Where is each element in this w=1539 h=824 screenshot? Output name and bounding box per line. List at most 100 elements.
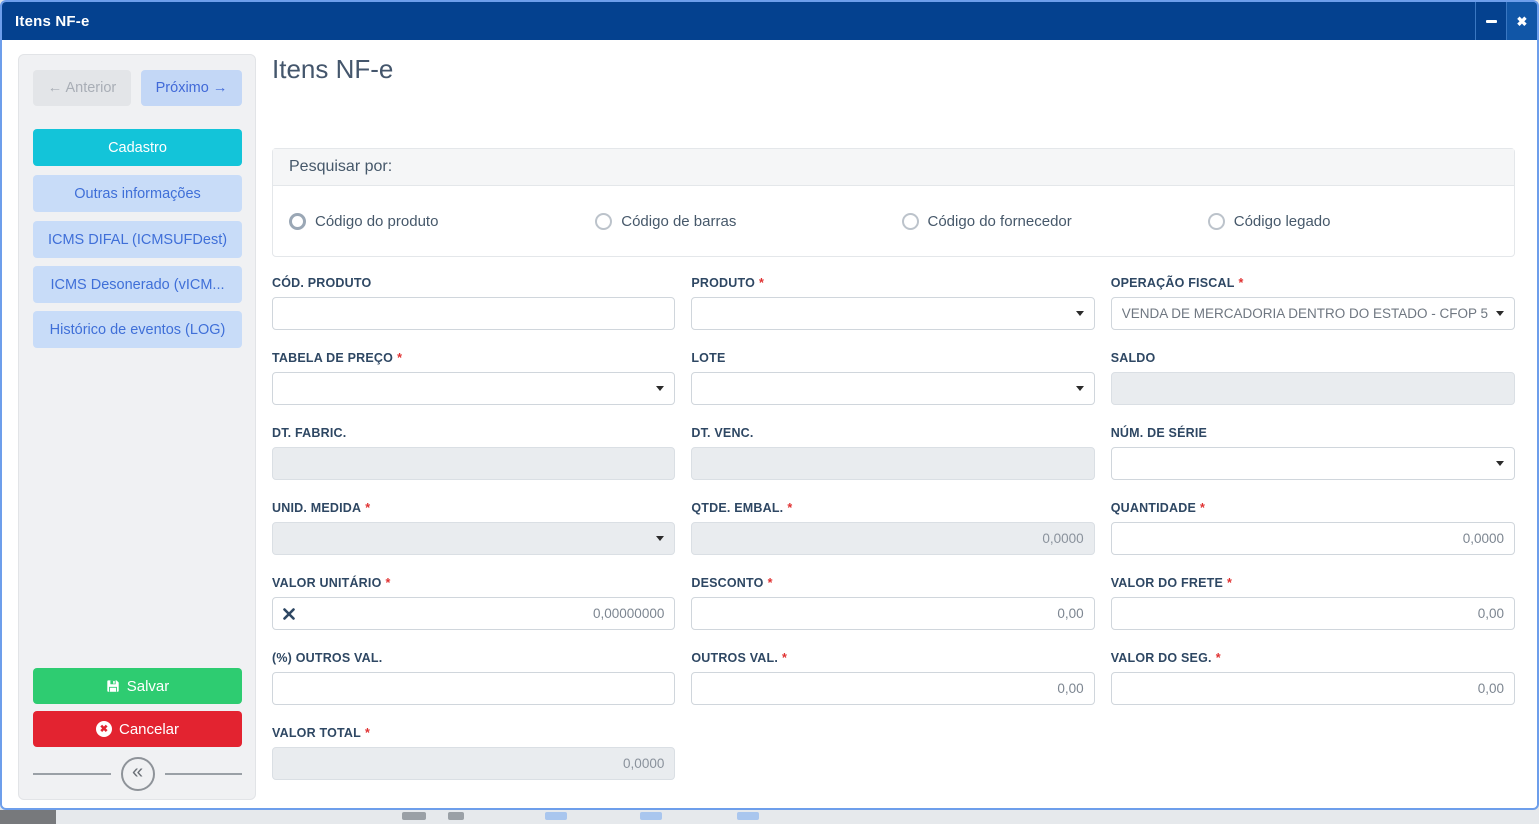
search-by-options: Código do produto Código de barras Códig…: [273, 186, 1514, 256]
operacao-fiscal-select[interactable]: VENDA DE MERCADORIA DENTRO DO ESTADO - C…: [1110, 297, 1515, 330]
minimize-icon: [1485, 19, 1497, 23]
radio-codigo-de-barras[interactable]: Código de barras: [595, 212, 901, 230]
field-label: VALOR UNITÁRIO *: [272, 576, 391, 590]
required-asterisk: *: [385, 576, 391, 590]
background-shape: [402, 812, 426, 820]
field-lote: LOTE: [691, 351, 1095, 405]
field-label: (%) OUTROS VAL.: [272, 651, 383, 665]
search-by-header: Pesquisar por:: [273, 149, 1514, 186]
divider: [33, 773, 111, 775]
valor-unitario-input-wrap: [272, 597, 676, 630]
dt-venc-input-wrap: [691, 447, 1095, 480]
valor-frete-input[interactable]: [1121, 598, 1504, 629]
valor-seg-input[interactable]: [1121, 673, 1504, 704]
field-label: QUANTIDADE *: [1110, 501, 1206, 515]
field-produto: PRODUTO *: [691, 276, 1095, 330]
required-asterisk: *: [1215, 651, 1221, 665]
field-desconto: DESCONTO *: [691, 576, 1095, 630]
field-cod-produto: CÓD. PRODUTO: [272, 276, 676, 330]
field-label: VALOR DO SEG. *: [1110, 651, 1221, 665]
produto-select[interactable]: [691, 297, 1095, 330]
saldo-input: [1121, 373, 1504, 404]
field-tabela-preco: TABELA DE PREÇO *: [272, 351, 676, 405]
background-shape: [737, 812, 759, 820]
sidebar: ← Anterior Próximo → Cadastro Outras inf…: [18, 54, 256, 800]
field-outros-val: OUTROS VAL. *: [691, 651, 1095, 705]
field-operacao-fiscal: OPERAÇÃO FISCAL * VENDA DE MERCADORIA DEN…: [1110, 276, 1515, 330]
tabela-preco-select[interactable]: [272, 372, 676, 405]
saldo-input-wrap: [1110, 372, 1515, 405]
radio-icon: [595, 212, 613, 230]
chevron-down-icon: [1496, 311, 1504, 316]
sidebar-collapse-row: «: [33, 756, 242, 792]
save-button-label: Salvar: [126, 677, 170, 695]
chevron-down-icon: [656, 386, 665, 391]
radio-icon: [289, 212, 306, 230]
clear-icon[interactable]: [283, 607, 295, 620]
divider: [164, 773, 242, 775]
save-icon: [106, 679, 120, 693]
chevron-down-icon: [1496, 461, 1504, 466]
field-valor-unitario: VALOR UNITÁRIO *: [272, 576, 676, 630]
field-label: NÚM. DE SÉRIE: [1110, 426, 1208, 440]
lote-select[interactable]: [691, 372, 1095, 405]
minimize-button[interactable]: [1475, 2, 1506, 40]
item-form: CÓD. PRODUTO PRODUTO * OPERAÇÃO FISCAL *: [272, 276, 1515, 780]
sidebar-item-icms-difal[interactable]: ICMS DIFAL (ICMSUFDest): [33, 221, 242, 258]
sidebar-item-historico-eventos[interactable]: Histórico de eventos (LOG): [33, 311, 242, 348]
cod-produto-input[interactable]: [283, 298, 665, 329]
required-asterisk: *: [782, 651, 788, 665]
dt-venc-input: [702, 448, 1084, 479]
sidebar-item-outras-informacoes[interactable]: Outras informações: [33, 175, 242, 212]
cancel-button-label: Cancelar: [118, 720, 180, 738]
required-asterisk: *: [365, 501, 371, 515]
field-label: DESCONTO *: [691, 576, 773, 590]
field-valor-frete: VALOR DO FRETE *: [1110, 576, 1515, 630]
valor-total-value: 0,0000: [623, 756, 665, 771]
sidebar-item-icms-desonerado[interactable]: ICMS Desonerado (vICM...: [33, 266, 242, 303]
field-label: UNID. MEDIDA *: [272, 501, 371, 515]
qtde-embal-value: 0,0000: [1042, 531, 1084, 546]
chevron-down-icon: [1075, 386, 1084, 391]
num-serie-select[interactable]: [1110, 447, 1515, 480]
background-dark-block: [0, 810, 56, 824]
sidebar-item-cadastro[interactable]: Cadastro: [33, 129, 242, 166]
cancel-button[interactable]: ✖ Cancelar: [33, 711, 242, 747]
quantidade-input[interactable]: [1121, 523, 1504, 554]
radio-codigo-legado[interactable]: Código legado: [1207, 212, 1514, 230]
cancel-icon: ✖: [95, 721, 112, 737]
dialog-titlebar: Itens NF-e ✖: [2, 2, 1537, 40]
pct-outros-val-input[interactable]: [283, 673, 665, 704]
required-asterisk: *: [365, 726, 371, 740]
next-button[interactable]: Próximo →: [141, 70, 242, 106]
valor-seg-input-wrap: [1110, 672, 1515, 705]
dt-fabric-input: [283, 448, 665, 479]
dt-fabric-input-wrap: [272, 447, 676, 480]
pct-outros-val-input-wrap: [272, 672, 676, 705]
field-label: DT. VENC.: [691, 426, 754, 440]
field-dt-venc: DT. VENC.: [691, 426, 1095, 480]
radio-codigo-do-produto[interactable]: Código do produto: [289, 212, 595, 230]
desconto-input-wrap: [691, 597, 1095, 630]
radio-codigo-do-fornecedor[interactable]: Código do fornecedor: [901, 212, 1208, 230]
required-asterisk: *: [759, 276, 765, 290]
close-button[interactable]: ✖: [1506, 2, 1537, 40]
background-shape: [448, 812, 464, 820]
chevron-down-icon: [656, 536, 665, 541]
desconto-input[interactable]: [702, 598, 1084, 629]
search-by-panel: Pesquisar por: Código do produto Código …: [272, 148, 1515, 257]
field-label: OUTROS VAL. *: [691, 651, 788, 665]
field-label: VALOR DO FRETE *: [1110, 576, 1233, 590]
valor-unitario-input[interactable]: [303, 598, 665, 629]
outros-val-input[interactable]: [702, 673, 1084, 704]
save-button[interactable]: Salvar: [33, 668, 242, 704]
required-asterisk: *: [1200, 501, 1206, 515]
collapse-sidebar-button[interactable]: «: [120, 757, 155, 791]
unid-medida-select: [272, 522, 676, 555]
field-pct-outros-val: (%) OUTROS VAL.: [272, 651, 676, 705]
previous-button: ← Anterior: [33, 70, 131, 106]
field-saldo: SALDO: [1110, 351, 1515, 405]
required-asterisk: *: [787, 501, 793, 515]
field-quantidade: QUANTIDADE *: [1110, 501, 1515, 555]
